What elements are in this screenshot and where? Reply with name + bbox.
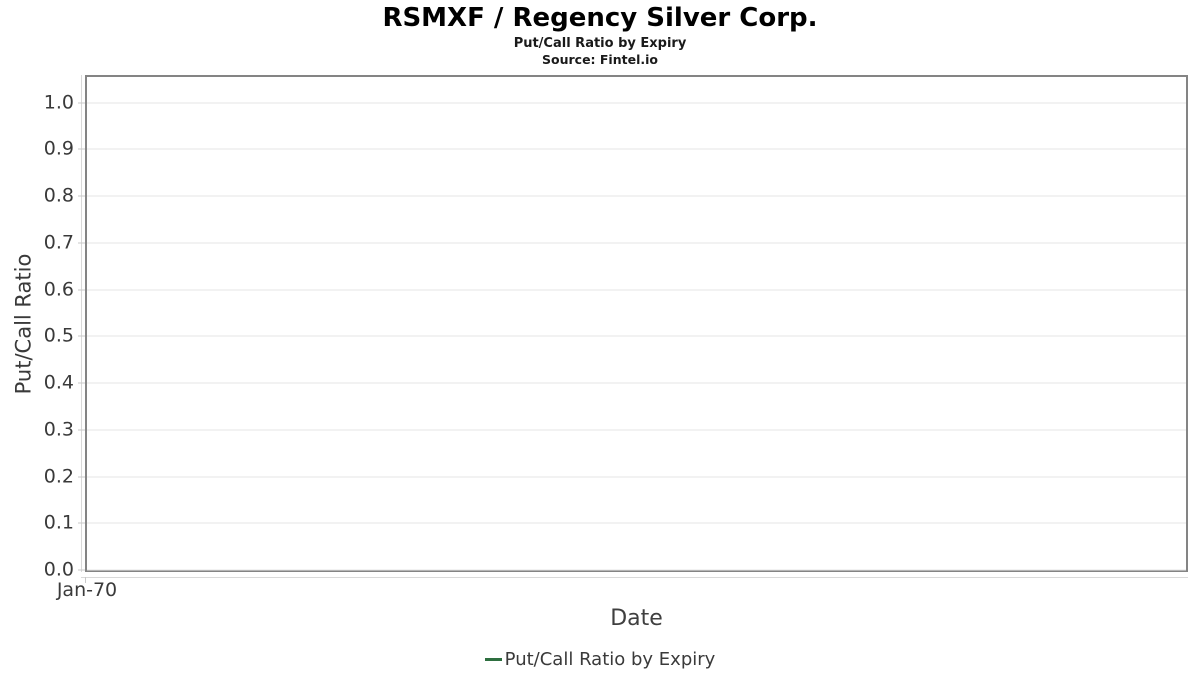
x-axis-title: Date (610, 606, 663, 631)
y-tick-mark (78, 289, 85, 291)
gridline (87, 289, 1186, 291)
gridlines (87, 77, 1186, 571)
y-tick-mark (78, 148, 85, 150)
y-tick-mark (78, 429, 85, 431)
gridline (87, 569, 1186, 571)
y-tick-mark (78, 382, 85, 384)
y-tick-label: 0.4 (43, 371, 74, 394)
y-tick-label: 0.6 (43, 278, 74, 301)
chart-title: RSMXF / Regency Silver Corp. (382, 3, 818, 33)
x-tick-label: Jan-70 (56, 579, 118, 601)
y-axis-title-box: Put/Call Ratio (2, 75, 44, 572)
plot-area (85, 75, 1188, 572)
y-tick-label: 0.0 (43, 558, 74, 581)
y-tick-label: 0.5 (43, 324, 74, 347)
y-tick-label: 0.1 (43, 511, 74, 534)
gridline (87, 102, 1186, 104)
y-axis-line (81, 75, 82, 572)
y-tick-mark (78, 522, 85, 524)
y-tick-mark (78, 335, 85, 337)
y-tick-label: 0.3 (43, 418, 74, 441)
y-tick-label: 0.9 (43, 137, 74, 160)
legend: Put/Call Ratio by Expiry (0, 647, 1200, 671)
y-tick-mark (78, 476, 85, 478)
gridline (87, 522, 1186, 524)
y-tick-labels: 0.0 0.1 0.2 0.3 0.4 0.5 0.6 0.7 0.8 0.9 1.0 (0, 77, 74, 579)
y-tick-marks (78, 77, 85, 571)
chart-source: Source: Fintel.io (542, 52, 658, 67)
gridline (87, 148, 1186, 150)
y-tick-mark (78, 242, 85, 244)
y-tick-label: 1.0 (43, 91, 74, 114)
legend-label: Put/Call Ratio by Expiry (504, 648, 716, 670)
y-axis-title: Put/Call Ratio (11, 253, 35, 394)
gridline (87, 382, 1186, 384)
y-tick-mark (78, 569, 85, 571)
legend-line-marker (484, 657, 502, 661)
y-tick-label: 0.8 (43, 184, 74, 207)
y-tick-label: 0.2 (43, 465, 74, 488)
gridline (87, 242, 1186, 244)
gridline (87, 476, 1186, 478)
gridline (87, 335, 1186, 337)
x-axis-line (81, 577, 1188, 578)
y-tick-mark (78, 195, 85, 197)
y-tick-label: 0.7 (43, 231, 74, 254)
chart-subtitle: Put/Call Ratio by Expiry (513, 36, 687, 51)
y-tick-mark (78, 102, 85, 104)
gridline (87, 195, 1186, 197)
x-tick-mark (85, 577, 86, 583)
gridline (87, 429, 1186, 431)
